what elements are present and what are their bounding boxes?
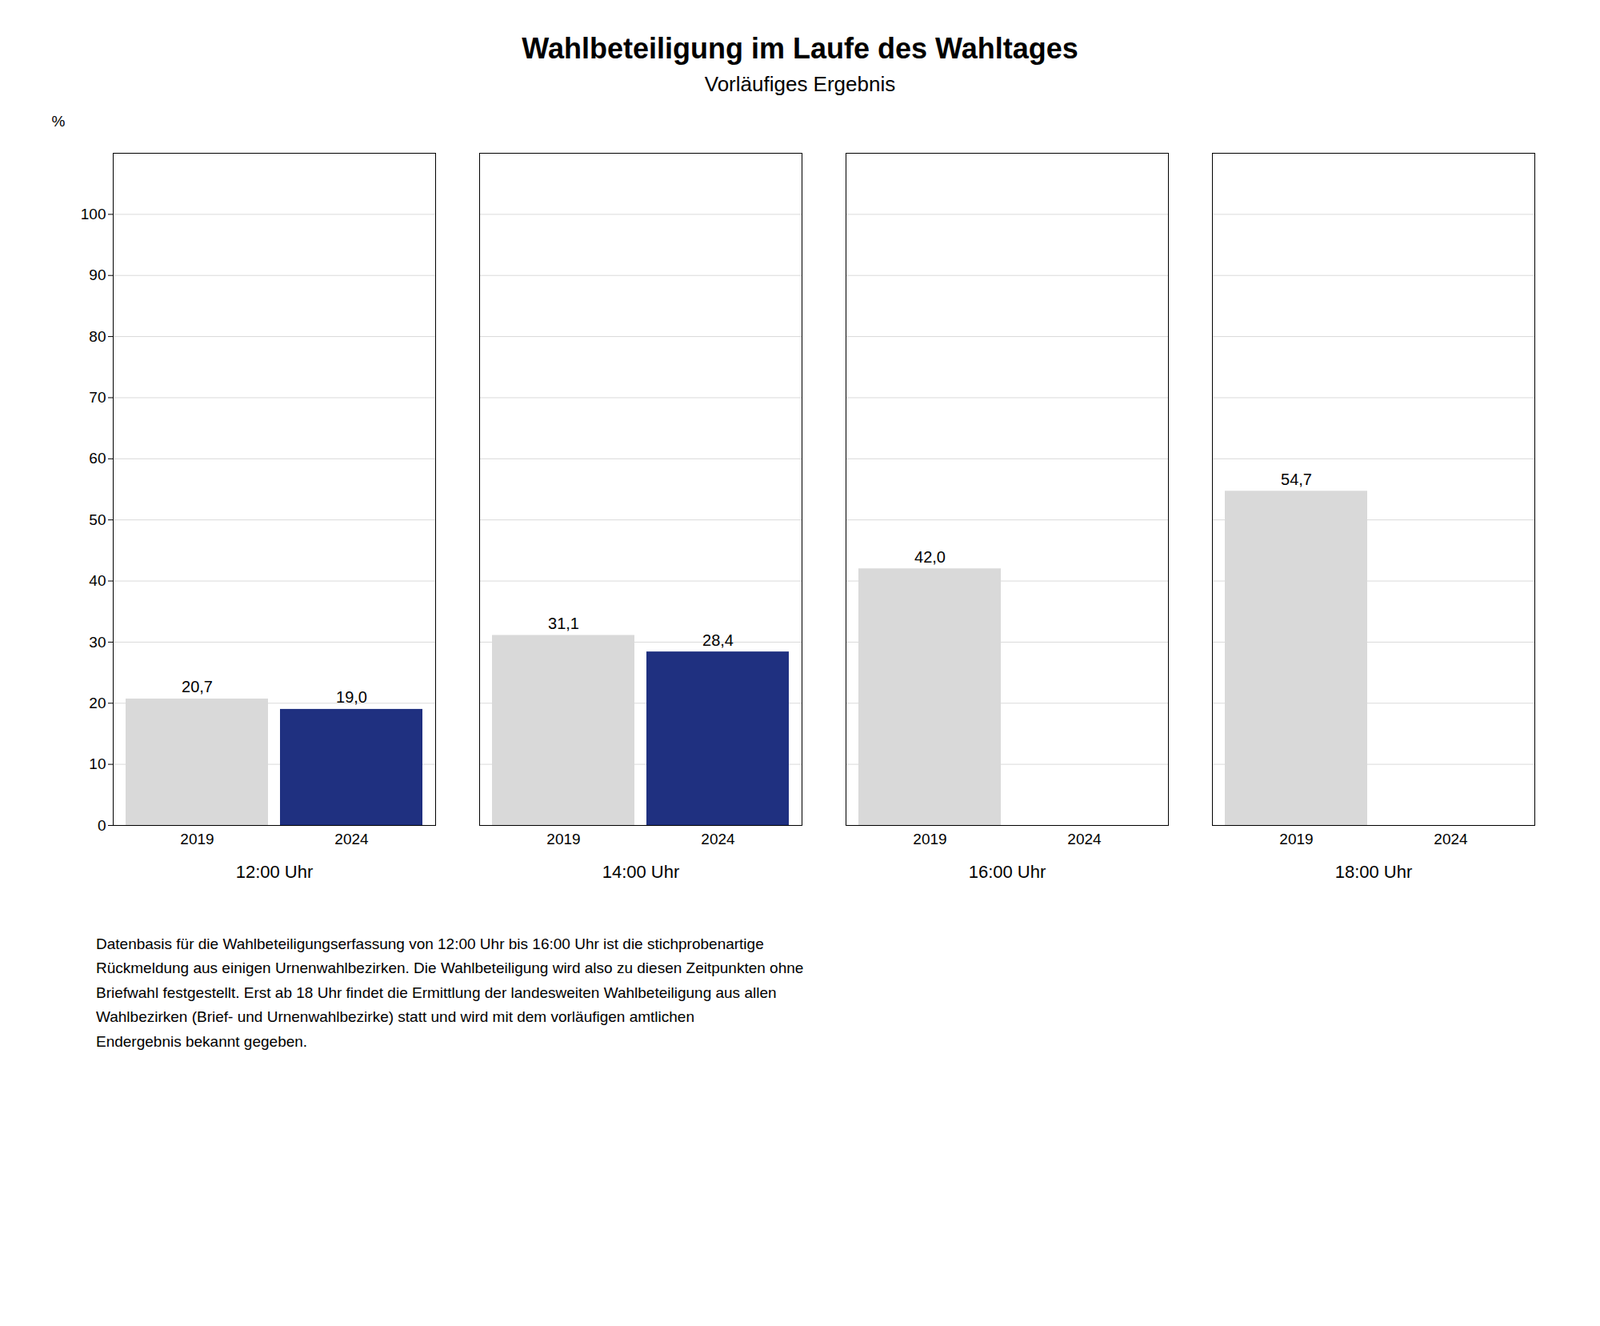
svg-text:%: % xyxy=(52,112,66,130)
html-text:Vorläufiges Ergebnis: Vorläufiges Ergebnis xyxy=(704,72,896,96)
svg-text:40: 40 xyxy=(88,572,106,589)
svg-text:28,4: 28,4 xyxy=(702,631,734,649)
html-text:Wahlbeteiligung im Laufe des W: Wahlbeteiligung im Laufe des Wahltages xyxy=(521,32,1079,65)
svg-text:0: 0 xyxy=(97,816,107,834)
svg-text:42,0: 42,0 xyxy=(914,548,946,566)
html-text:Datenbasis für die Wahlbeteili: Datenbasis für die Wahlbeteiligungserfas… xyxy=(96,935,804,1050)
svg-text:90: 90 xyxy=(88,266,106,284)
svg-text:2024: 2024 xyxy=(700,830,736,848)
svg-text:14:00 Uhr: 14:00 Uhr xyxy=(602,861,680,882)
svg-text:2024: 2024 xyxy=(1433,830,1468,848)
svg-text:50: 50 xyxy=(88,511,106,528)
svg-text:19,0: 19,0 xyxy=(336,688,368,706)
svg-text:18:00 Uhr: 18:00 Uhr xyxy=(1335,861,1413,882)
svg-text:31,1: 31,1 xyxy=(548,614,580,632)
svg-text:100: 100 xyxy=(80,205,107,223)
svg-text:16:00 Uhr: 16:00 Uhr xyxy=(968,861,1047,882)
svg-text:20: 20 xyxy=(88,694,106,712)
svg-text:2019: 2019 xyxy=(1279,830,1313,848)
svg-text:54,7: 54,7 xyxy=(1280,470,1312,488)
svg-text:70: 70 xyxy=(88,388,106,406)
svg-text:2019: 2019 xyxy=(912,830,947,848)
svg-text:30: 30 xyxy=(88,632,106,650)
svg-text:12:00 Uhr: 12:00 Uhr xyxy=(236,861,314,882)
svg-text:2024: 2024 xyxy=(334,830,369,848)
svg-text:20,7: 20,7 xyxy=(181,677,213,696)
svg-text:10: 10 xyxy=(88,755,106,772)
svg-text:2019: 2019 xyxy=(546,830,580,848)
svg-text:80: 80 xyxy=(88,328,106,345)
svg-text:2024: 2024 xyxy=(1067,830,1102,848)
svg-text:60: 60 xyxy=(88,449,106,467)
svg-text:2019: 2019 xyxy=(180,830,214,848)
